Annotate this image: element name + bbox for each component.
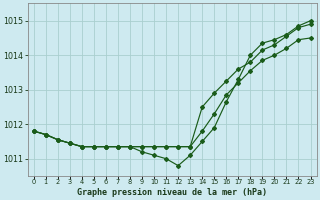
- X-axis label: Graphe pression niveau de la mer (hPa): Graphe pression niveau de la mer (hPa): [77, 188, 267, 197]
